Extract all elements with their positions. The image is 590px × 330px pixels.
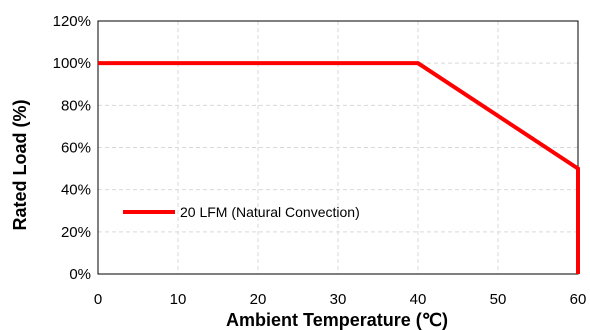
legend-label: 20 LFM (Natural Convection) <box>180 204 360 220</box>
y-axis-title: Rated Load (%) <box>10 99 30 230</box>
x-tick-label: 20 <box>250 291 267 308</box>
plot-area-border <box>97 20 579 275</box>
axis-layer <box>97 20 579 275</box>
grid-layer <box>98 21 578 274</box>
y-tick-label: 0% <box>69 266 91 283</box>
x-tick-label: 40 <box>410 291 427 308</box>
y-tick-label: 40% <box>61 182 91 199</box>
tick-labels: 0 10 20 30 40 50 60 0% 20% 40% 60% 80% 100% 120% <box>53 13 587 308</box>
x-tick-label: 50 <box>490 291 507 308</box>
y-tick-label: 100% <box>53 55 91 72</box>
x-tick-label: 30 <box>330 291 347 308</box>
series-line <box>98 61 580 274</box>
x-axis-title: Ambient Temperature (℃) <box>226 310 448 330</box>
y-tick-label: 80% <box>61 97 91 114</box>
y-tick-label: 120% <box>53 13 91 30</box>
y-tick-label: 20% <box>61 224 91 241</box>
legend: 20 LFM (Natural Convection) <box>123 204 360 220</box>
x-tick-label: 60 <box>570 291 587 308</box>
y-tick-label: 60% <box>61 140 91 157</box>
x-tick-label: 10 <box>170 291 187 308</box>
x-tick-label: 0 <box>94 291 102 308</box>
series-layer <box>98 61 580 274</box>
